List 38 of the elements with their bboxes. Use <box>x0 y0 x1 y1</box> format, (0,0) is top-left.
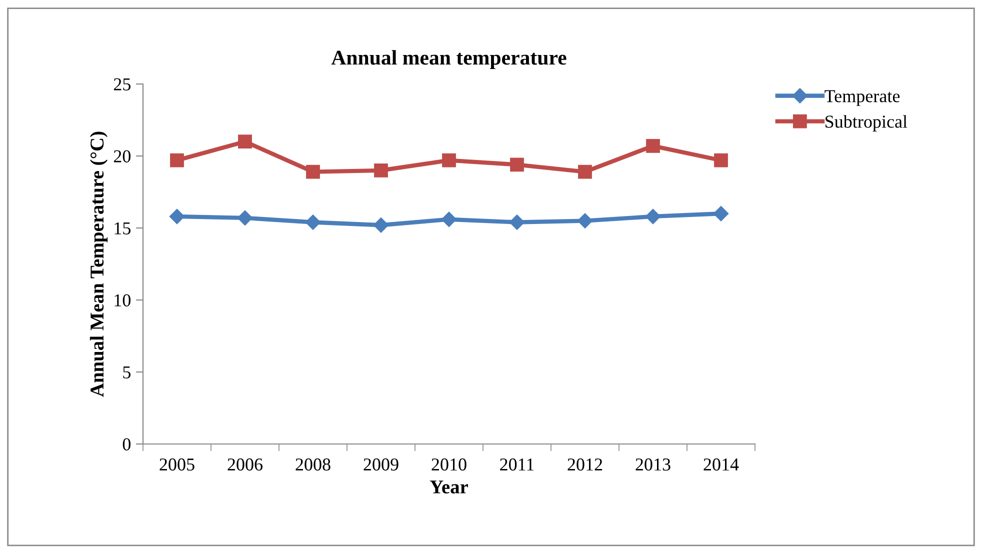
point <box>441 212 457 227</box>
y-tick-label: 15 <box>114 222 130 234</box>
point <box>373 218 389 233</box>
point <box>374 163 388 178</box>
point <box>510 158 524 172</box>
point <box>509 214 525 230</box>
point <box>170 153 184 168</box>
y-tick-label: 5 <box>123 366 130 378</box>
point <box>442 153 456 168</box>
x-tick-label: 2009 <box>364 458 398 471</box>
point <box>306 164 320 179</box>
x-tick-label: 2014 <box>704 458 739 471</box>
x-tick-label: 2012 <box>568 458 602 471</box>
point <box>713 206 729 222</box>
x-tick-label: 2013 <box>636 458 670 471</box>
point <box>237 210 253 226</box>
y-axis-title: Annual Mean Temperature (°C) <box>90 132 108 397</box>
legend-label: Temperate <box>824 90 900 106</box>
chart-title: Annual mean temperature <box>331 50 566 69</box>
point <box>646 138 660 153</box>
y-tick-label: 10 <box>114 294 131 306</box>
point <box>305 214 321 230</box>
y-tick-label: 20 <box>114 150 131 162</box>
point <box>577 213 593 228</box>
x-tick-label: 2010 <box>432 458 466 471</box>
point <box>645 208 661 224</box>
y-tick-label: 25 <box>114 78 130 90</box>
point <box>578 164 592 179</box>
point <box>238 134 252 149</box>
point <box>169 208 185 224</box>
legend-label: Subtropical <box>826 115 908 132</box>
x-axis-title: Year <box>430 480 468 494</box>
x-tick-label: 2008 <box>296 458 330 471</box>
point <box>714 153 728 168</box>
x-tick-label: 2005 <box>160 458 194 471</box>
x-tick-label: 2006 <box>228 458 263 471</box>
x-tick-label: 2011 <box>500 458 534 471</box>
y-tick-label: 0 <box>122 438 131 450</box>
